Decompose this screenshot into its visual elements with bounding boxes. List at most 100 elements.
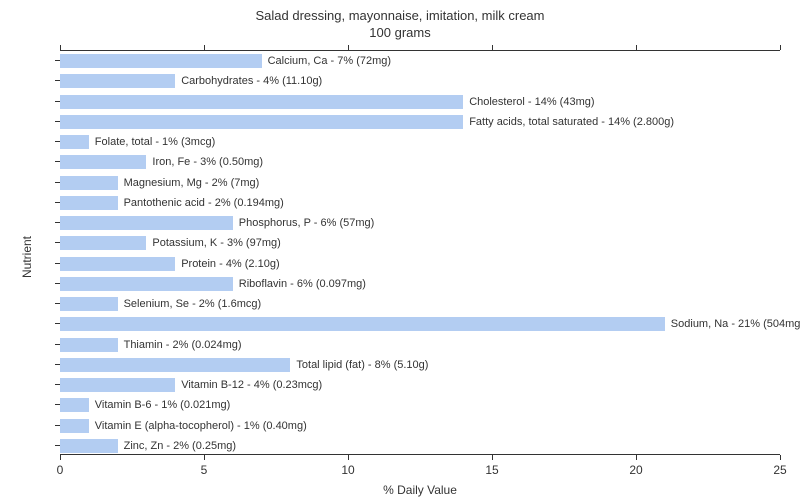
y-tick <box>55 101 60 102</box>
bar-row: Fatty acids, total saturated - 14% (2.80… <box>60 114 780 130</box>
y-tick <box>55 222 60 223</box>
bar <box>60 176 118 190</box>
bar-row: Total lipid (fat) - 8% (5.10g) <box>60 357 780 373</box>
bar <box>60 398 89 412</box>
bar-label: Riboflavin - 6% (0.097mg) <box>239 276 366 292</box>
bar <box>60 358 290 372</box>
x-tick <box>492 455 493 460</box>
bar <box>60 378 175 392</box>
bar <box>60 115 463 129</box>
y-tick <box>55 60 60 61</box>
chart-title: Salad dressing, mayonnaise, imitation, m… <box>0 8 800 42</box>
x-tick <box>204 45 205 50</box>
y-tick <box>55 161 60 162</box>
bar <box>60 419 89 433</box>
bar-label: Fatty acids, total saturated - 14% (2.80… <box>469 114 674 130</box>
y-tick <box>55 202 60 203</box>
y-tick <box>55 80 60 81</box>
bar-label: Zinc, Zn - 2% (0.25mg) <box>124 438 236 454</box>
y-tick <box>55 242 60 243</box>
y-tick <box>55 323 60 324</box>
bar-row: Potassium, K - 3% (97mg) <box>60 235 780 251</box>
bar-label: Potassium, K - 3% (97mg) <box>152 235 280 251</box>
bar <box>60 196 118 210</box>
y-tick <box>55 425 60 426</box>
bar <box>60 236 146 250</box>
x-tick <box>204 455 205 460</box>
y-tick <box>55 283 60 284</box>
bar-label: Vitamin E (alpha-tocopherol) - 1% (0.40m… <box>95 418 307 434</box>
x-tick-label: 0 <box>57 463 64 477</box>
bar-label: Phosphorus, P - 6% (57mg) <box>239 215 375 231</box>
y-tick <box>55 384 60 385</box>
y-tick <box>55 121 60 122</box>
y-axis-label: Nutrient <box>20 235 34 277</box>
bar-label: Protein - 4% (2.10g) <box>181 256 279 272</box>
y-tick <box>55 182 60 183</box>
bar-row: Riboflavin - 6% (0.097mg) <box>60 276 780 292</box>
bar-label: Iron, Fe - 3% (0.50mg) <box>152 154 263 170</box>
nutrient-chart: Salad dressing, mayonnaise, imitation, m… <box>0 0 800 500</box>
x-tick <box>348 45 349 50</box>
bar-row: Calcium, Ca - 7% (72mg) <box>60 53 780 69</box>
bars-group: Calcium, Ca - 7% (72mg) Carbohydrates - 4… <box>60 51 780 454</box>
y-tick <box>55 404 60 405</box>
bar-row: Selenium, Se - 2% (1.6mcg) <box>60 296 780 312</box>
bar-row: Carbohydrates - 4% (11.10g) <box>60 73 780 89</box>
x-tick-label: 25 <box>773 463 786 477</box>
bar <box>60 297 118 311</box>
bar <box>60 338 118 352</box>
bar <box>60 317 665 331</box>
bar-label: Calcium, Ca - 7% (72mg) <box>268 53 391 69</box>
bar <box>60 257 175 271</box>
bar-label: Folate, total - 1% (3mcg) <box>95 134 215 150</box>
y-tick <box>55 263 60 264</box>
x-tick-label: 10 <box>341 463 354 477</box>
bar-row: Sodium, Na - 21% (504mg) <box>60 316 780 332</box>
plot-area: Calcium, Ca - 7% (72mg) Carbohydrates - 4… <box>60 50 780 455</box>
x-tick-label: 15 <box>485 463 498 477</box>
chart-title-line2: 100 grams <box>0 25 800 42</box>
x-axis-label: % Daily Value <box>60 483 780 497</box>
bar-row: Cholesterol - 14% (43mg) <box>60 94 780 110</box>
bar-row: Vitamin B-6 - 1% (0.021mg) <box>60 397 780 413</box>
bar-label: Vitamin B-12 - 4% (0.23mcg) <box>181 377 322 393</box>
bar-row: Folate, total - 1% (3mcg) <box>60 134 780 150</box>
bar <box>60 277 233 291</box>
x-tick <box>60 455 61 460</box>
bar <box>60 95 463 109</box>
bar-label: Vitamin B-6 - 1% (0.021mg) <box>95 397 231 413</box>
bar-row: Zinc, Zn - 2% (0.25mg) <box>60 438 780 454</box>
x-tick <box>636 455 637 460</box>
bar-label: Pantothenic acid - 2% (0.194mg) <box>124 195 284 211</box>
x-tick <box>60 45 61 50</box>
bar <box>60 216 233 230</box>
bar-row: Magnesium, Mg - 2% (7mg) <box>60 175 780 191</box>
bar-row: Phosphorus, P - 6% (57mg) <box>60 215 780 231</box>
bar-label: Magnesium, Mg - 2% (7mg) <box>124 175 260 191</box>
x-tick <box>492 45 493 50</box>
x-tick-label: 5 <box>201 463 208 477</box>
chart-title-line1: Salad dressing, mayonnaise, imitation, m… <box>0 8 800 25</box>
x-tick <box>348 455 349 460</box>
bar-row: Vitamin B-12 - 4% (0.23mcg) <box>60 377 780 393</box>
bar-label: Carbohydrates - 4% (11.10g) <box>181 73 322 89</box>
y-tick <box>55 364 60 365</box>
y-tick <box>55 344 60 345</box>
x-tick-label: 20 <box>629 463 642 477</box>
y-tick <box>55 445 60 446</box>
bar-row: Pantothenic acid - 2% (0.194mg) <box>60 195 780 211</box>
x-tick <box>780 45 781 50</box>
bar-row: Vitamin E (alpha-tocopherol) - 1% (0.40m… <box>60 418 780 434</box>
bar-row: Protein - 4% (2.10g) <box>60 256 780 272</box>
y-tick <box>55 303 60 304</box>
bar <box>60 54 262 68</box>
bar-label: Selenium, Se - 2% (1.6mcg) <box>124 296 262 312</box>
bar-label: Sodium, Na - 21% (504mg) <box>671 316 800 332</box>
bar-row: Iron, Fe - 3% (0.50mg) <box>60 154 780 170</box>
bar-label: Cholesterol - 14% (43mg) <box>469 94 594 110</box>
x-tick <box>636 45 637 50</box>
x-tick <box>780 455 781 460</box>
bar <box>60 439 118 453</box>
y-tick <box>55 141 60 142</box>
